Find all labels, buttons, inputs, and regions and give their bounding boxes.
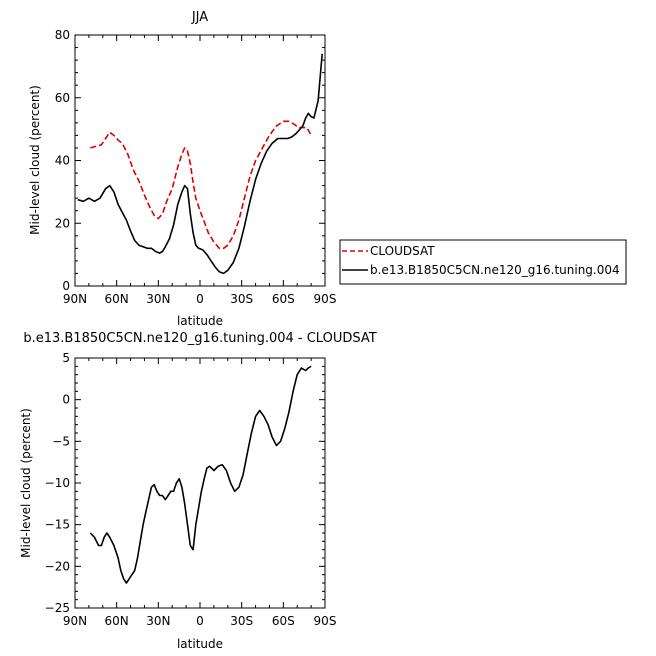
bottom-chart-y-tick-label: −15 [45, 518, 70, 532]
top-chart-x-tick-label: 90S [314, 292, 337, 306]
top-chart-title: JJA [191, 10, 208, 25]
bottom-chart-y-tick-label: −25 [45, 601, 70, 615]
top-chart-y-tick-label: 0 [62, 279, 70, 293]
top-chart-lines [77, 53, 323, 275]
bottom-chart-plot-frame [74, 357, 326, 609]
top-chart-x-tick-label: 90N [63, 292, 87, 306]
bottom-chart-title: b.e13.B1850C5CN.ne120_g16.tuning.004 - C… [23, 331, 376, 346]
top-chart: JJA Mid-level cloud (percent) latitude 9… [28, 10, 627, 328]
bottom-chart: b.e13.B1850C5CN.ne120_g16.tuning.004 - C… [19, 331, 377, 651]
top-chart-series-line-0 [90, 120, 312, 250]
top-chart-x-tick-label: 30S [230, 292, 253, 306]
bottom-chart-y-axis-label: Mid-level cloud (percent) [19, 408, 33, 558]
bottom-chart-lines [89, 365, 312, 584]
bottom-chart-ticks: 90N 60N 30N 0 30S 60S 90S −25 −20 −15 −10 −5 0 5 [45, 351, 337, 628]
legend-label-model: b.e13.B1850C5CN.ne120_g16.tuning.004 [370, 263, 620, 277]
bottom-chart-y-tick-label: −5 [52, 434, 70, 448]
legend-label-cloudsat: CLOUDSAT [370, 244, 435, 258]
bottom-chart-y-tick-label: −10 [45, 476, 70, 490]
bottom-chart-x-tick-label: 0 [196, 614, 204, 628]
top-chart-x-tick-label: 0 [196, 292, 204, 306]
top-chart-ticks: 90N 60N 30N 0 30S 60S 90S 0 20 40 60 80 [55, 28, 337, 306]
bottom-chart-x-tick-label: 60N [105, 614, 129, 628]
top-chart-x-tick-label: 60N [105, 292, 129, 306]
bottom-chart-series-line-0 [89, 365, 312, 584]
top-chart-y-axis-label: Mid-level cloud (percent) [28, 85, 42, 235]
top-chart-y-tick-label: 60 [55, 91, 70, 105]
top-chart-y-tick-label: 40 [55, 154, 70, 168]
top-chart-x-tick-label: 30N [146, 292, 170, 306]
top-chart-x-tick-label: 60S [272, 292, 295, 306]
top-chart-x-axis-label: latitude [177, 314, 223, 328]
top-chart-y-tick-label: 80 [55, 28, 70, 42]
bottom-chart-x-axis-label: latitude [177, 637, 223, 651]
bottom-chart-x-tick-label: 90S [314, 614, 337, 628]
bottom-chart-x-tick-label: 30N [146, 614, 170, 628]
bottom-chart-y-tick-label: 0 [62, 393, 70, 407]
top-chart-legend: CLOUDSAT b.e13.B1850C5CN.ne120_g16.tunin… [339, 239, 627, 285]
legend-box [339, 239, 627, 285]
bottom-chart-x-tick-label: 60S [272, 614, 295, 628]
top-chart-series-line-1 [77, 53, 323, 275]
bottom-chart-y-tick-label: 5 [62, 351, 70, 365]
bottom-chart-x-tick-label: 30S [230, 614, 253, 628]
bottom-chart-x-tick-label: 90N [63, 614, 87, 628]
bottom-chart-y-tick-label: −20 [45, 559, 70, 573]
top-chart-y-tick-label: 20 [55, 216, 70, 230]
